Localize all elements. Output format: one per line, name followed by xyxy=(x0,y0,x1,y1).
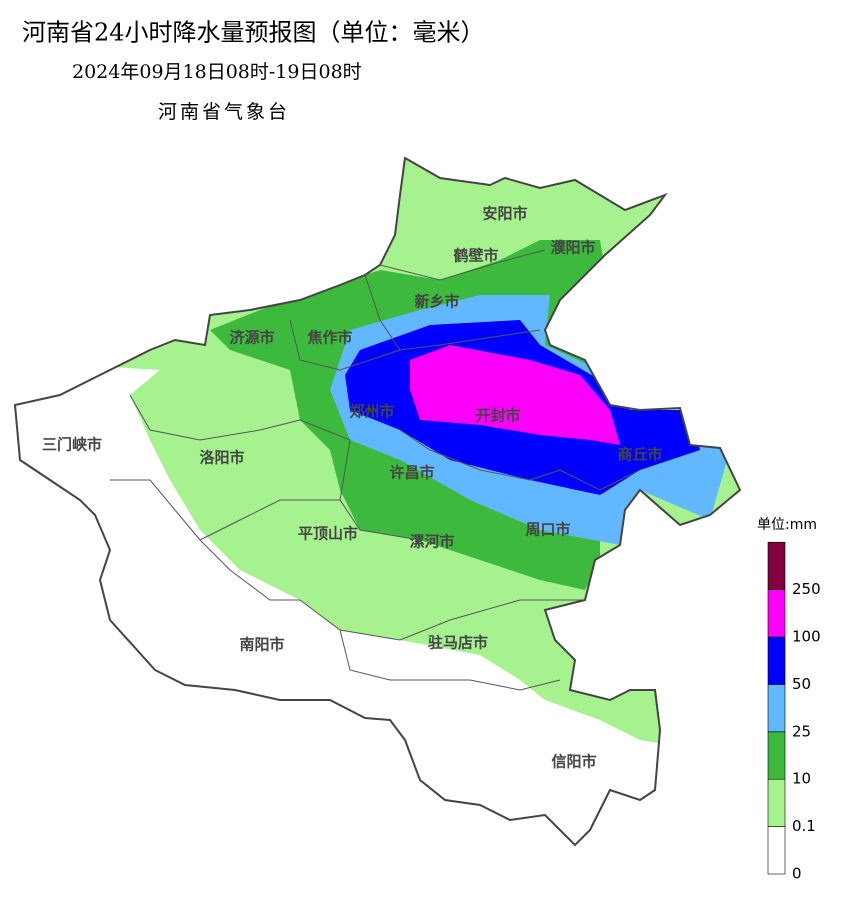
zone-magenta xyxy=(410,345,620,445)
city-label: 漯河市 xyxy=(409,533,454,551)
legend-swatch xyxy=(767,636,786,685)
legend-swatch xyxy=(767,541,786,590)
legend-swatch xyxy=(767,778,786,827)
legend-swatch xyxy=(767,826,786,875)
legend-label: 10 xyxy=(792,770,811,788)
city-label: 鹤壁市 xyxy=(453,247,498,265)
legend-label: 50 xyxy=(792,675,811,693)
legend-swatch xyxy=(767,684,786,733)
rain-fill xyxy=(15,158,740,845)
legend-swatch xyxy=(767,589,786,638)
legend-label: 100 xyxy=(792,628,821,646)
city-label: 焦作市 xyxy=(306,329,352,347)
issuer: 河南省气象台 xyxy=(158,101,290,123)
city-label: 济源市 xyxy=(229,329,274,347)
city-label: 周口市 xyxy=(525,521,570,539)
legend-title: 单位:mm xyxy=(757,517,817,533)
city-label: 濮阳市 xyxy=(550,239,595,257)
city-label: 许昌市 xyxy=(389,464,434,482)
city-label: 三门峡市 xyxy=(42,436,102,454)
city-label: 商丘市 xyxy=(617,446,662,464)
legend-label: 0 xyxy=(792,865,802,883)
city-label: 安阳市 xyxy=(482,205,527,223)
city-label: 驻马店市 xyxy=(428,634,488,652)
legend-label: 250 xyxy=(792,580,821,598)
city-label: 洛阳市 xyxy=(199,449,244,467)
legend-label: 0.1 xyxy=(792,817,816,835)
city-borders xyxy=(110,249,641,691)
city-label: 南阳市 xyxy=(239,636,284,654)
city-label: 信阳市 xyxy=(551,753,596,771)
subtitle: 2024年09月18日08时-19日08时 xyxy=(72,61,362,83)
city-label: 开封市 xyxy=(475,407,520,425)
city-label: 新乡市 xyxy=(414,293,459,311)
legend: 0 0.1 10 25 50 100 250 xyxy=(767,541,821,883)
title: 河南省24小时降水量预报图（单位：毫米） xyxy=(22,19,485,47)
legend-swatch xyxy=(767,731,786,780)
city-label: 郑州市 xyxy=(349,403,394,421)
legend-label: 25 xyxy=(792,722,811,740)
city-label: 平顶山市 xyxy=(298,525,358,543)
